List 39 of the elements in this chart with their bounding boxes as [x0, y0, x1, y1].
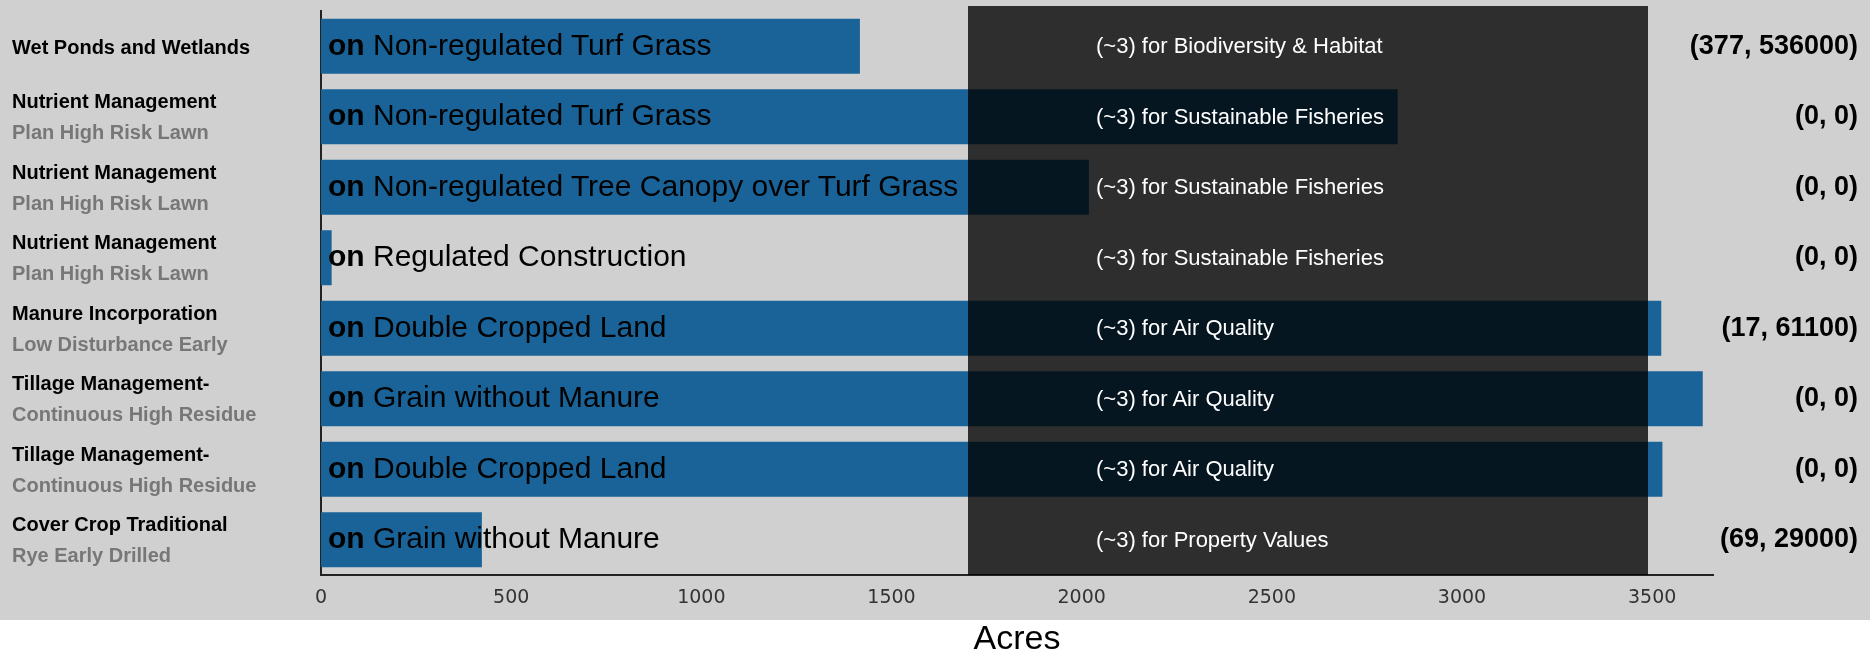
text: (0, 0)	[1794, 100, 1858, 131]
annotation: (~3) for Property Values	[1096, 525, 1329, 554]
x-tick-label: 3500	[1627, 585, 1677, 608]
text: (0, 0)	[1794, 241, 1858, 272]
y-tick-label: Nutrient Management Plan High Risk Lawn	[12, 90, 217, 144]
text: (0, 0)	[1794, 452, 1858, 483]
annotation: on Double Cropped Land	[328, 309, 667, 343]
y-tick-label: Wet Ponds and Wetlands	[12, 35, 251, 58]
y-tick-label: Cover Crop Traditional Rye Early Drilled	[12, 513, 228, 567]
text: (0, 0)	[1794, 170, 1858, 201]
annotation: (~3) for Sustainable Fisheries	[1096, 102, 1384, 131]
x-tick-label: 1000	[677, 585, 726, 608]
annotation: on Double Cropped Land	[328, 450, 667, 484]
annotation: (~3) for Air Quality	[1096, 455, 1274, 484]
annotation: on Grain without Manure	[328, 380, 660, 414]
x-tick-label: 1500	[867, 585, 916, 608]
x-tick-label: 2000	[1057, 585, 1106, 608]
y-tick-label: Tillage Management- Continuous High Residue	[12, 442, 257, 496]
x-tick-label: 3000	[1437, 585, 1487, 608]
y-tick-label: Tillage Management- Continuous High Residue	[12, 372, 257, 426]
annotation: (~3) for Biodiversity & Habitat	[1096, 32, 1383, 61]
annotation: on Non-regulated Tree Canopy over Turf Grass	[328, 168, 959, 202]
y-tick-label: Nutrient Management Plan High Risk Lawn	[12, 231, 217, 285]
text: (17, 61100)	[1721, 311, 1858, 342]
annotation: on Non-regulated Turf Grass	[328, 98, 712, 132]
annotation: (377, 536000)	[1689, 29, 1858, 60]
y-tick-label: Nutrient Management Plan High Risk Lawn	[12, 160, 217, 214]
annotation: (~3) for Sustainable Fisheries	[1096, 243, 1384, 272]
text: (0, 0)	[1794, 382, 1858, 413]
text: (69, 29000)	[1719, 523, 1858, 554]
x-tick-label: 2500	[1247, 585, 1296, 608]
annotation: (~3) for Air Quality	[1096, 384, 1274, 413]
x-tick-label: 0	[314, 585, 328, 608]
annotation: on Non-regulated Turf Grass	[328, 27, 712, 61]
x-tick-label: 500	[493, 585, 530, 608]
y-tick-label: Manure Incorporation Low Disturbance Early	[12, 301, 229, 355]
x-axis-title: Acres	[973, 617, 1061, 656]
annotation: (~3) for Air Quality	[1096, 314, 1274, 343]
annotation: (~3) for Sustainable Fisheries	[1096, 173, 1384, 202]
